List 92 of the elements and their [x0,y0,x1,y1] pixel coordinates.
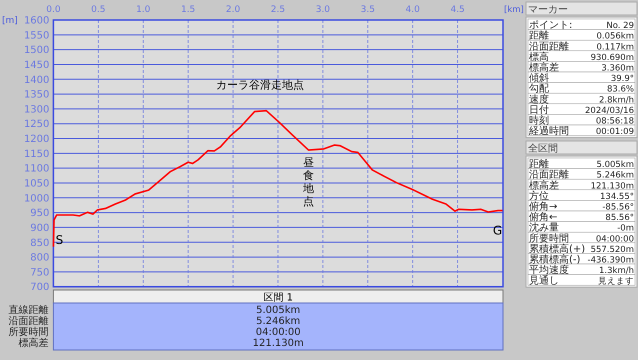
text: 5.005km [256,305,300,316]
y-tick-label: 700 [30,282,50,294]
text: 勾配 [529,82,549,95]
text: 沿面距離 [529,168,569,181]
text: 距離 [529,158,549,170]
y-tick-label: 850 [30,238,50,249]
y-tick-label: 1100 [24,164,50,175]
y-tick-label: 1500 [24,45,50,56]
text: 標高差 [18,337,48,349]
text: 速度 [529,93,549,106]
text: 04:00:00 [256,327,301,338]
text: 134.55° [600,192,634,202]
y-tick-label: 1350 [24,90,50,101]
text: 39.9° [610,74,634,84]
text: 直線距離 [8,304,48,316]
text: 121.130m [252,338,304,349]
text: 2024/03/16 [585,106,634,116]
text: 04:00:00 [596,234,634,244]
text: 3.360m [601,64,634,74]
text: 標高 [529,50,549,63]
text: マーカー [528,4,568,16]
text: 俯角→ [529,200,558,212]
x-tick-label: 2.5 [270,5,286,15]
text: 見通し [529,274,559,287]
text: 沈み量 [529,222,559,234]
text: 5.005km [596,160,634,170]
text: 2.8km/h [599,95,634,106]
text: -85.56° [602,202,634,212]
text: 俯角← [529,211,558,224]
y-tick-label: 1000 [24,193,50,204]
y-tick-label: 1250 [24,119,50,130]
x-tick-label: 3.0 [316,5,330,15]
annotation: 昼食地点 [302,156,314,208]
x-tick-label: 1.0 [136,5,151,15]
text: 0.117km [596,42,634,52]
text: 日付 [529,104,549,116]
text: 沿面距離 [529,40,569,52]
line-series [52,110,504,248]
text: 累積標高(+) [529,242,586,255]
text: 区間 1 [263,292,293,304]
x-tick-label: 1.5 [180,5,196,15]
y-tick-label: 750 [30,267,50,278]
y-axis-title: [m] [2,16,18,26]
text: 沿面距離 [8,315,48,327]
text: 距離 [529,30,549,42]
x-tick-label: 3.5 [360,5,375,15]
y-tick-label: 950 [30,208,50,220]
y-tick-label: 1450 [24,60,50,71]
text: 所要時間 [8,326,48,338]
x-tick-label: 4.0 [406,5,420,15]
y-tick-label: 900 [30,222,50,234]
text: 時刻 [529,114,549,126]
x-tick-label: 0.5 [91,5,106,15]
text: 0.056km [596,32,634,42]
x-axis-title: [km] [504,5,524,15]
text: ポイント: [529,20,572,32]
annotation: カーラ谷滑走地点 [216,78,304,92]
text: 方位 [529,190,549,202]
y-tick-label: 1200 [24,134,50,146]
text: 5.246km [256,316,300,327]
text: -436.390m [588,256,634,266]
y-tick-label: 1550 [24,30,50,42]
text: 08:56:18 [596,116,634,126]
text: -0m [617,224,634,234]
text: 全区間 [528,142,558,154]
text: 累積標高(-) [529,254,581,266]
text: No. 29 [606,21,634,32]
text: 1.3km/h [599,266,634,276]
x-tick-label: 0.0 [46,5,61,15]
y-tick-label: 1150 [24,148,50,160]
text: 85.56° [605,213,634,224]
text: 930.690m [590,52,634,63]
y-tick-label: 1600 [24,16,50,26]
text: 平均速度 [529,264,569,276]
text: 標高差 [529,179,559,192]
y-tick-label: 1300 [24,104,50,116]
text: 所要時間 [529,232,569,244]
y-tick-label: 1050 [24,178,50,190]
x-tick-label: 2.0 [226,5,240,15]
x-tick-label: 4.5 [450,5,465,15]
y-tick-label: 1400 [24,74,50,86]
text: 傾斜 [529,72,549,84]
text: 557.520m [590,244,634,255]
text: 標高差 [529,62,559,74]
text: 5.246km [596,170,634,181]
text: 見えます [598,276,634,287]
text: 00:01:09 [596,127,634,138]
text: 経過時間 [528,125,569,138]
y-tick-label: 800 [30,252,50,264]
text: 83.6% [606,84,634,95]
annotation: G [492,224,502,238]
text: 121.130m [590,181,634,192]
